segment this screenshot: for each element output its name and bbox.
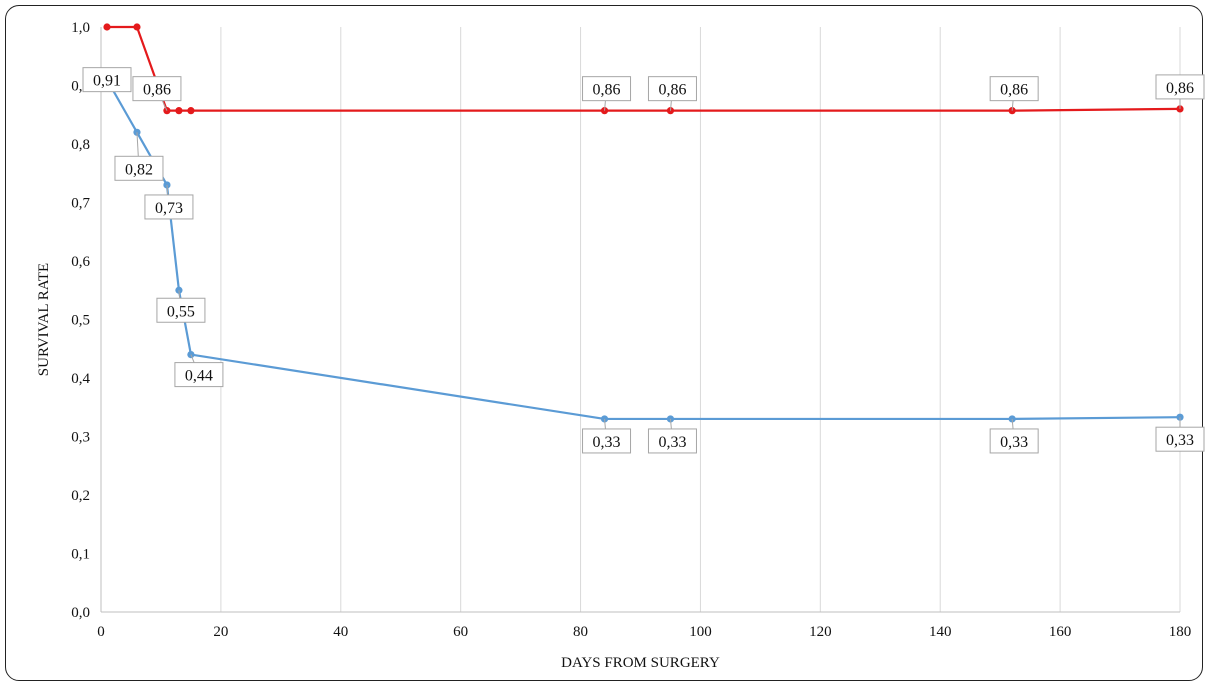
data-point <box>133 128 141 136</box>
data-label-box <box>82 67 132 93</box>
y-tick-label: 0,2 <box>71 488 90 504</box>
data-label-box <box>156 297 206 323</box>
x-tick-label: 120 <box>809 624 832 640</box>
data-point <box>163 181 171 189</box>
data-label: 0,44 <box>185 368 213 385</box>
x-tick-label: 100 <box>689 624 712 640</box>
data-label-box <box>174 362 224 388</box>
y-tick-label: 0,1 <box>71 547 90 563</box>
data-label-box <box>1155 74 1205 100</box>
data-point <box>187 351 195 359</box>
data-label: 0,82 <box>125 161 153 178</box>
x-tick-label: 160 <box>1049 624 1072 640</box>
data-label: 0,86 <box>658 82 686 99</box>
x-tick-label: 60 <box>453 624 468 640</box>
data-label: 0,33 <box>593 434 621 451</box>
data-label-box <box>144 194 194 220</box>
data-label: 0,91 <box>93 73 121 90</box>
y-axis-title: SURVIVAL RATE <box>36 263 52 376</box>
x-tick-label: 180 <box>1169 624 1192 640</box>
x-axis-title: DAYS FROM SURGERY <box>561 655 720 671</box>
data-label: 0,86 <box>593 82 621 99</box>
data-label: 0,33 <box>1166 432 1194 449</box>
data-label: 0,86 <box>143 82 171 99</box>
y-tick-label: 0,0 <box>71 605 90 621</box>
data-label-box <box>582 428 632 454</box>
data-label-box <box>989 76 1039 102</box>
data-label-box <box>114 155 164 181</box>
x-tick-label: 80 <box>573 624 588 640</box>
x-tick-label: 140 <box>929 624 952 640</box>
data-label-box <box>989 428 1039 454</box>
data-label-box <box>582 76 632 102</box>
data-label: 0,55 <box>167 303 195 320</box>
data-label: 0,86 <box>1166 80 1194 97</box>
y-tick-label: 1,0 <box>71 20 90 36</box>
y-tick-label: 0,8 <box>71 137 90 153</box>
data-point <box>175 286 183 294</box>
data-label-box <box>647 428 697 454</box>
data-point <box>175 107 183 115</box>
y-tick-label: 0,7 <box>71 196 90 212</box>
x-tick-label: 40 <box>333 624 348 640</box>
data-point <box>133 23 141 31</box>
data-point <box>187 107 195 115</box>
y-tick-label: 0,6 <box>71 254 90 270</box>
data-label: 0,73 <box>155 200 183 217</box>
y-tick-label: 0,5 <box>71 313 90 329</box>
data-label: 0,86 <box>1000 82 1028 99</box>
data-label-box <box>1155 426 1205 452</box>
data-label-box <box>132 76 182 102</box>
y-tick-label: 0,3 <box>71 430 90 446</box>
series-0: 0,86 0,86 0,86 0,86 0,86 <box>103 23 1205 115</box>
data-label-box <box>647 76 697 102</box>
data-label: 0,33 <box>658 434 686 451</box>
series-1: 0,91 0,82 0,73 0,55 0,44 0,33 0,33 0,33 0,33 <box>82 67 1205 454</box>
y-tick-label: 0,4 <box>71 371 90 387</box>
series-line <box>106 79 1181 421</box>
chart-frame <box>5 5 1203 681</box>
data-label: 0,33 <box>1000 434 1028 451</box>
x-tick-label: 0 <box>97 624 105 640</box>
x-tick-label: 20 <box>213 624 228 640</box>
data-point <box>103 23 111 31</box>
